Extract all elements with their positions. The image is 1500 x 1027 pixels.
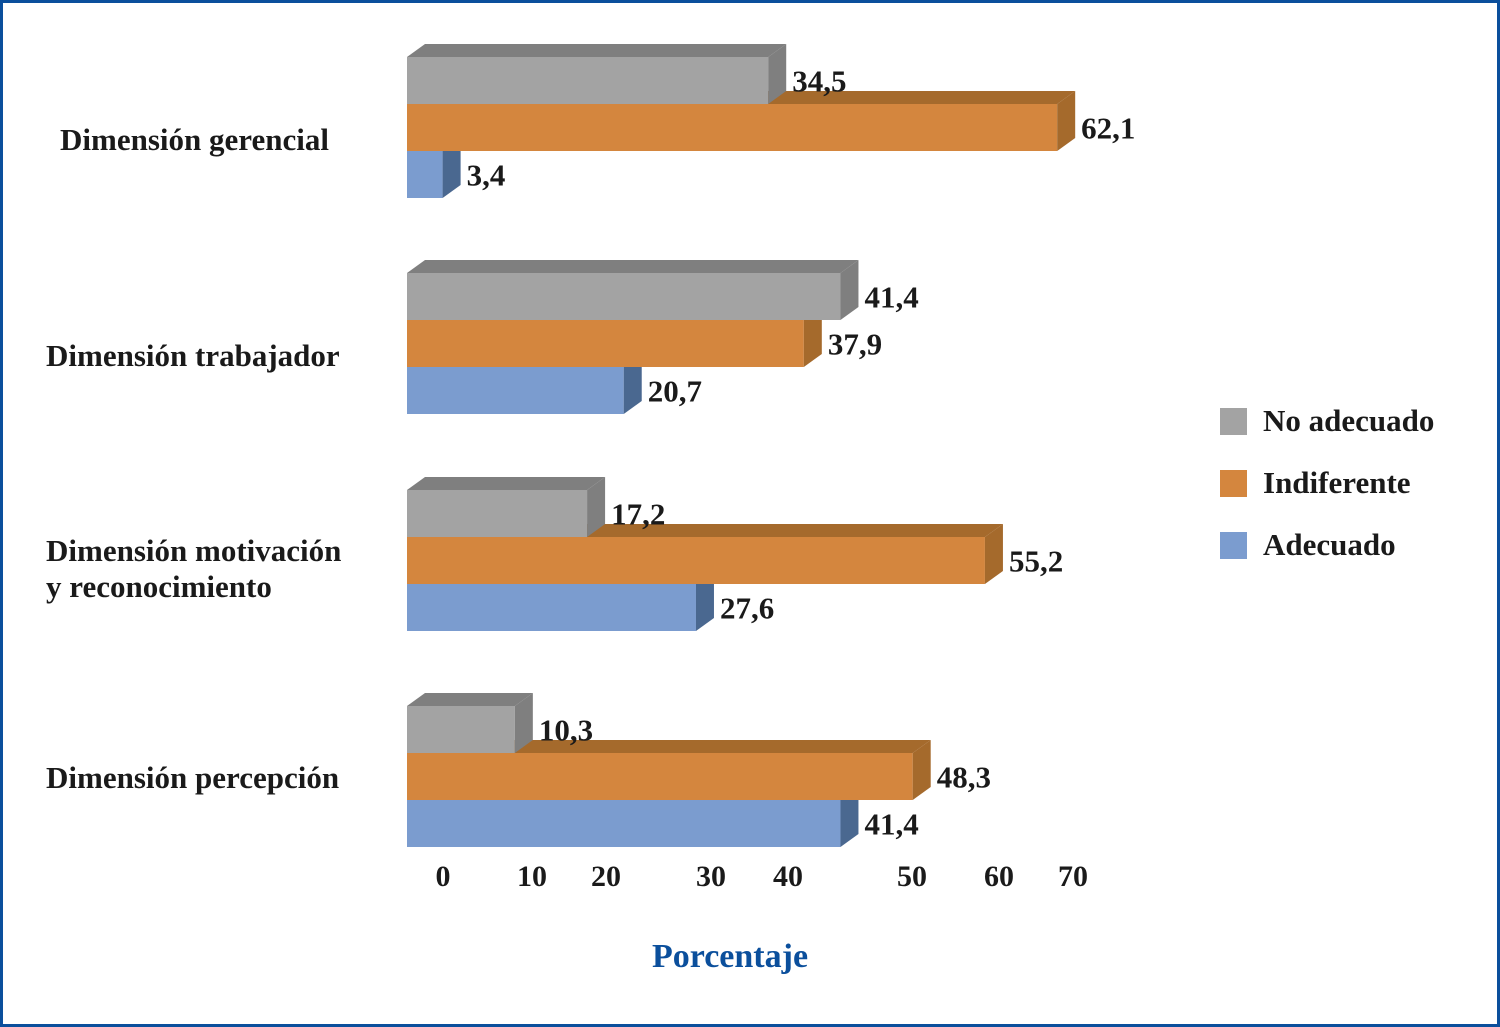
- category-label-line: Dimensión trabajador: [46, 338, 340, 373]
- data-label: 55,2: [1009, 544, 1063, 579]
- legend-swatch: [1220, 469, 1247, 497]
- bar: [407, 151, 443, 198]
- x-tick-label: 20: [591, 860, 621, 893]
- bar: [407, 753, 913, 800]
- legend-label: Indiferente: [1263, 465, 1411, 500]
- data-label: 27,6: [720, 591, 774, 626]
- bar-top-face: [407, 693, 533, 706]
- data-label: 48,3: [937, 760, 991, 795]
- category-label: Dimensión trabajador: [46, 338, 340, 374]
- legend-label: Adecuado: [1263, 527, 1396, 562]
- category-label: Dimensión percepción: [46, 760, 339, 796]
- x-tick-label: 60: [984, 860, 1014, 893]
- category-label: Dimensión motivación y reconocimiento: [46, 533, 341, 605]
- bar: [407, 800, 841, 847]
- bar-side-face: [514, 693, 533, 753]
- category-label-line: Dimensión percepción: [46, 760, 340, 795]
- bar: [407, 490, 588, 537]
- bar: [407, 57, 769, 104]
- data-label: 3,4: [467, 158, 506, 193]
- category-label-line: Dimensión gerencial: [60, 122, 329, 157]
- bar: [407, 320, 804, 367]
- legend-label: No adecuado: [1263, 403, 1435, 438]
- data-label: 41,4: [864, 807, 918, 842]
- x-axis-label: Porcentaje: [651, 938, 809, 975]
- data-label: 34,5: [792, 64, 846, 99]
- bar: [407, 367, 624, 414]
- bar-top-face: [407, 740, 931, 753]
- data-label: 20,7: [648, 374, 702, 409]
- data-label: 17,2: [611, 497, 665, 532]
- category-label-line: Dimensión motivación: [46, 533, 342, 568]
- x-tick-label: 70: [1058, 860, 1088, 893]
- bar-side-face: [840, 787, 859, 847]
- x-tick-label: 50: [897, 860, 927, 893]
- data-label: 41,4: [864, 280, 918, 315]
- legend-item-adecuado: Adecuado: [1220, 514, 1434, 576]
- bar: [407, 537, 985, 584]
- bar-side-face: [803, 307, 822, 367]
- x-tick-label: 30: [696, 860, 726, 893]
- bar-top-face: [407, 477, 606, 490]
- bar-side-face: [1057, 91, 1076, 151]
- legend-item-indiferente: Indiferente: [1220, 452, 1434, 514]
- category-label-line: y reconocimiento: [46, 569, 272, 604]
- bar: [407, 706, 515, 753]
- bar-side-face: [984, 524, 1003, 584]
- data-label: 62,1: [1081, 111, 1135, 146]
- bar-side-face: [695, 571, 714, 631]
- bar-side-face: [840, 260, 859, 320]
- legend-swatch: [1220, 407, 1247, 435]
- bar-side-face: [768, 44, 787, 104]
- bar: [407, 273, 841, 320]
- category-label: Dimensión gerencial: [60, 122, 329, 158]
- data-label: 10,3: [539, 713, 593, 748]
- data-label: 37,9: [828, 327, 882, 362]
- legend: No adecuado Indiferente Adecuado: [1220, 390, 1434, 576]
- bar-top-face: [407, 44, 787, 57]
- legend-item-no-adecuado: No adecuado: [1220, 390, 1434, 452]
- bar: [407, 104, 1058, 151]
- bar-top-face: [407, 260, 859, 273]
- bar-side-face: [442, 138, 461, 198]
- bar-side-face: [587, 477, 606, 537]
- bar-side-face: [912, 740, 931, 800]
- x-tick-label: 0: [435, 860, 451, 893]
- bar-side-face: [623, 354, 642, 414]
- legend-swatch: [1220, 531, 1247, 559]
- x-tick-label: 40: [773, 860, 803, 893]
- bar: [407, 584, 696, 631]
- x-tick-label: 10: [517, 860, 547, 893]
